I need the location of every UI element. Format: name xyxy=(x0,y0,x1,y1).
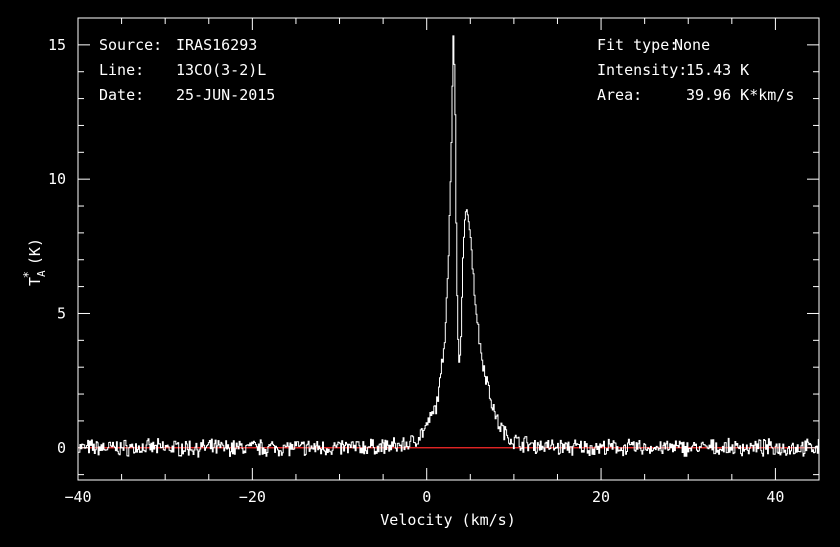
source-value: IRAS16293 xyxy=(176,36,257,54)
y-axis-label-sup: * xyxy=(21,271,35,278)
plot-frame xyxy=(77,17,820,481)
y-tick-label: 15 xyxy=(48,36,66,54)
y-tick-label: 0 xyxy=(57,439,66,457)
y-axis-label-sub: A xyxy=(35,270,48,277)
x-tick-label: −40 xyxy=(64,488,91,506)
date-label: Date: xyxy=(99,86,144,104)
y-tick-label: 10 xyxy=(48,170,66,188)
intensity-label: Intensity: xyxy=(597,61,687,79)
fit-type-label: Fit type: xyxy=(597,36,678,54)
x-tick-label: 40 xyxy=(766,488,784,506)
line-value: 13CO(3-2)L xyxy=(176,61,266,79)
svg-text:TA*(K): TA* (K) xyxy=(21,238,48,286)
source-label: Source: xyxy=(99,36,162,54)
spectrum-line xyxy=(78,35,820,458)
date-value: 25-JUN-2015 xyxy=(176,86,275,104)
x-tick-label: 0 xyxy=(422,488,431,506)
x-axis-label: Velocity (km/s) xyxy=(380,511,515,529)
intensity-value: 15.43 K xyxy=(686,61,749,79)
x-tick-label: −20 xyxy=(239,488,266,506)
axis-ticks: −40 −20 0 20 40 0 5 10 15 xyxy=(48,17,820,506)
y-tick-label: 5 xyxy=(57,304,66,322)
line-label: Line: xyxy=(99,61,144,79)
spectrum-series xyxy=(78,35,820,458)
y-axis-label-main: T xyxy=(26,277,44,286)
plot-border xyxy=(77,17,820,481)
area-label: Area: xyxy=(597,86,642,104)
y-axis-label-unit: (K) xyxy=(26,238,44,265)
y-axis-label: TA* (K) xyxy=(21,238,48,286)
x-tick-label: 20 xyxy=(592,488,610,506)
area-value: 39.96 K*km/s xyxy=(686,86,794,104)
fit-type-value: None xyxy=(674,36,710,54)
